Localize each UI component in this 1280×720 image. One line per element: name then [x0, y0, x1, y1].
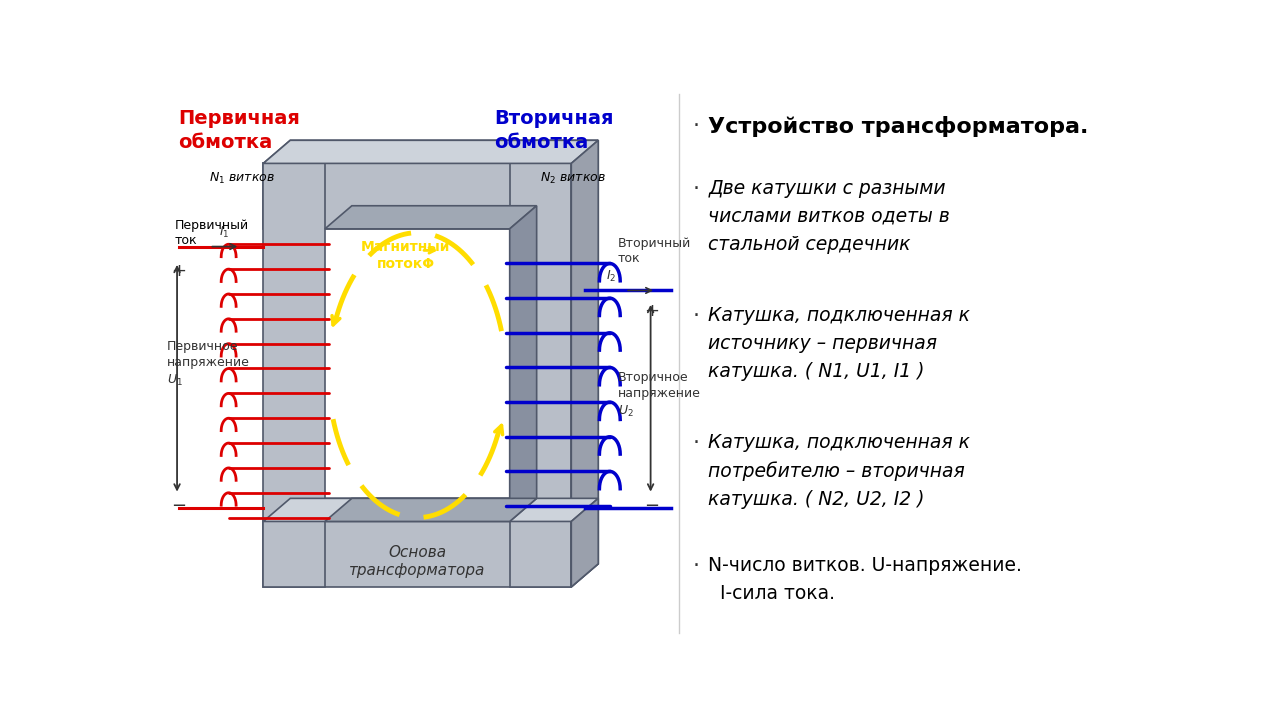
Polygon shape [571, 498, 598, 587]
Text: Первичное
напряжение
$U_1$: Первичное напряжение $U_1$ [168, 341, 250, 388]
Text: ·: · [692, 556, 700, 576]
Text: Вторичное
напряжение
$U_2$: Вторичное напряжение $U_2$ [617, 372, 700, 419]
Text: Катушка, подключенная к
источнику – первичная
катушка. ( N1, U1, I1 ): Катушка, подключенная к источнику – перв… [708, 306, 970, 381]
Polygon shape [264, 140, 598, 163]
Text: $N_1$ витков: $N_1$ витков [210, 171, 275, 186]
Text: $I_1$: $I_1$ [219, 225, 229, 240]
Polygon shape [264, 163, 571, 229]
Text: ·: · [692, 433, 700, 453]
Text: −: − [644, 497, 659, 515]
Text: N-число витков. U-напряжение.
  I-сила тока.: N-число витков. U-напряжение. I-сила ток… [708, 556, 1023, 603]
Text: Основа
трансформатора: Основа трансформатора [349, 544, 485, 578]
Polygon shape [264, 498, 598, 521]
Polygon shape [571, 140, 598, 587]
Text: Первичная
обмотка: Первичная обмотка [179, 109, 301, 152]
Text: Устройство трансформатора.: Устройство трансформатора. [708, 116, 1089, 137]
Text: $I_2$: $I_2$ [605, 269, 616, 284]
Text: +: + [644, 302, 659, 320]
Text: +: + [172, 262, 186, 280]
Text: ·: · [692, 116, 700, 135]
Text: $N_2$ витков: $N_2$ витков [540, 171, 607, 186]
Polygon shape [509, 206, 536, 521]
Text: Вторичный
ток: Вторичный ток [617, 237, 691, 264]
Polygon shape [264, 163, 325, 587]
Text: Магнитный
потокΦ: Магнитный потокΦ [361, 240, 451, 271]
Text: Катушка, подключенная к
потребителю – вторичная
катушка. ( N2, U2, I2 ): Катушка, подключенная к потребителю – вт… [708, 433, 970, 509]
Polygon shape [509, 163, 571, 587]
Polygon shape [571, 140, 598, 587]
Polygon shape [264, 521, 571, 587]
Polygon shape [264, 498, 598, 521]
Text: Две катушки с разными
числами витков одеты в
стальной сердечник: Две катушки с разными числами витков оде… [708, 179, 950, 253]
Text: ·: · [692, 306, 700, 326]
Text: −: − [172, 497, 186, 515]
Polygon shape [264, 140, 598, 163]
Polygon shape [325, 498, 536, 521]
Text: Первичный
ток: Первичный ток [175, 219, 248, 247]
Text: Вторичная
обмотка: Вторичная обмотка [494, 109, 614, 152]
Text: ·: · [692, 179, 700, 199]
Polygon shape [325, 206, 536, 229]
